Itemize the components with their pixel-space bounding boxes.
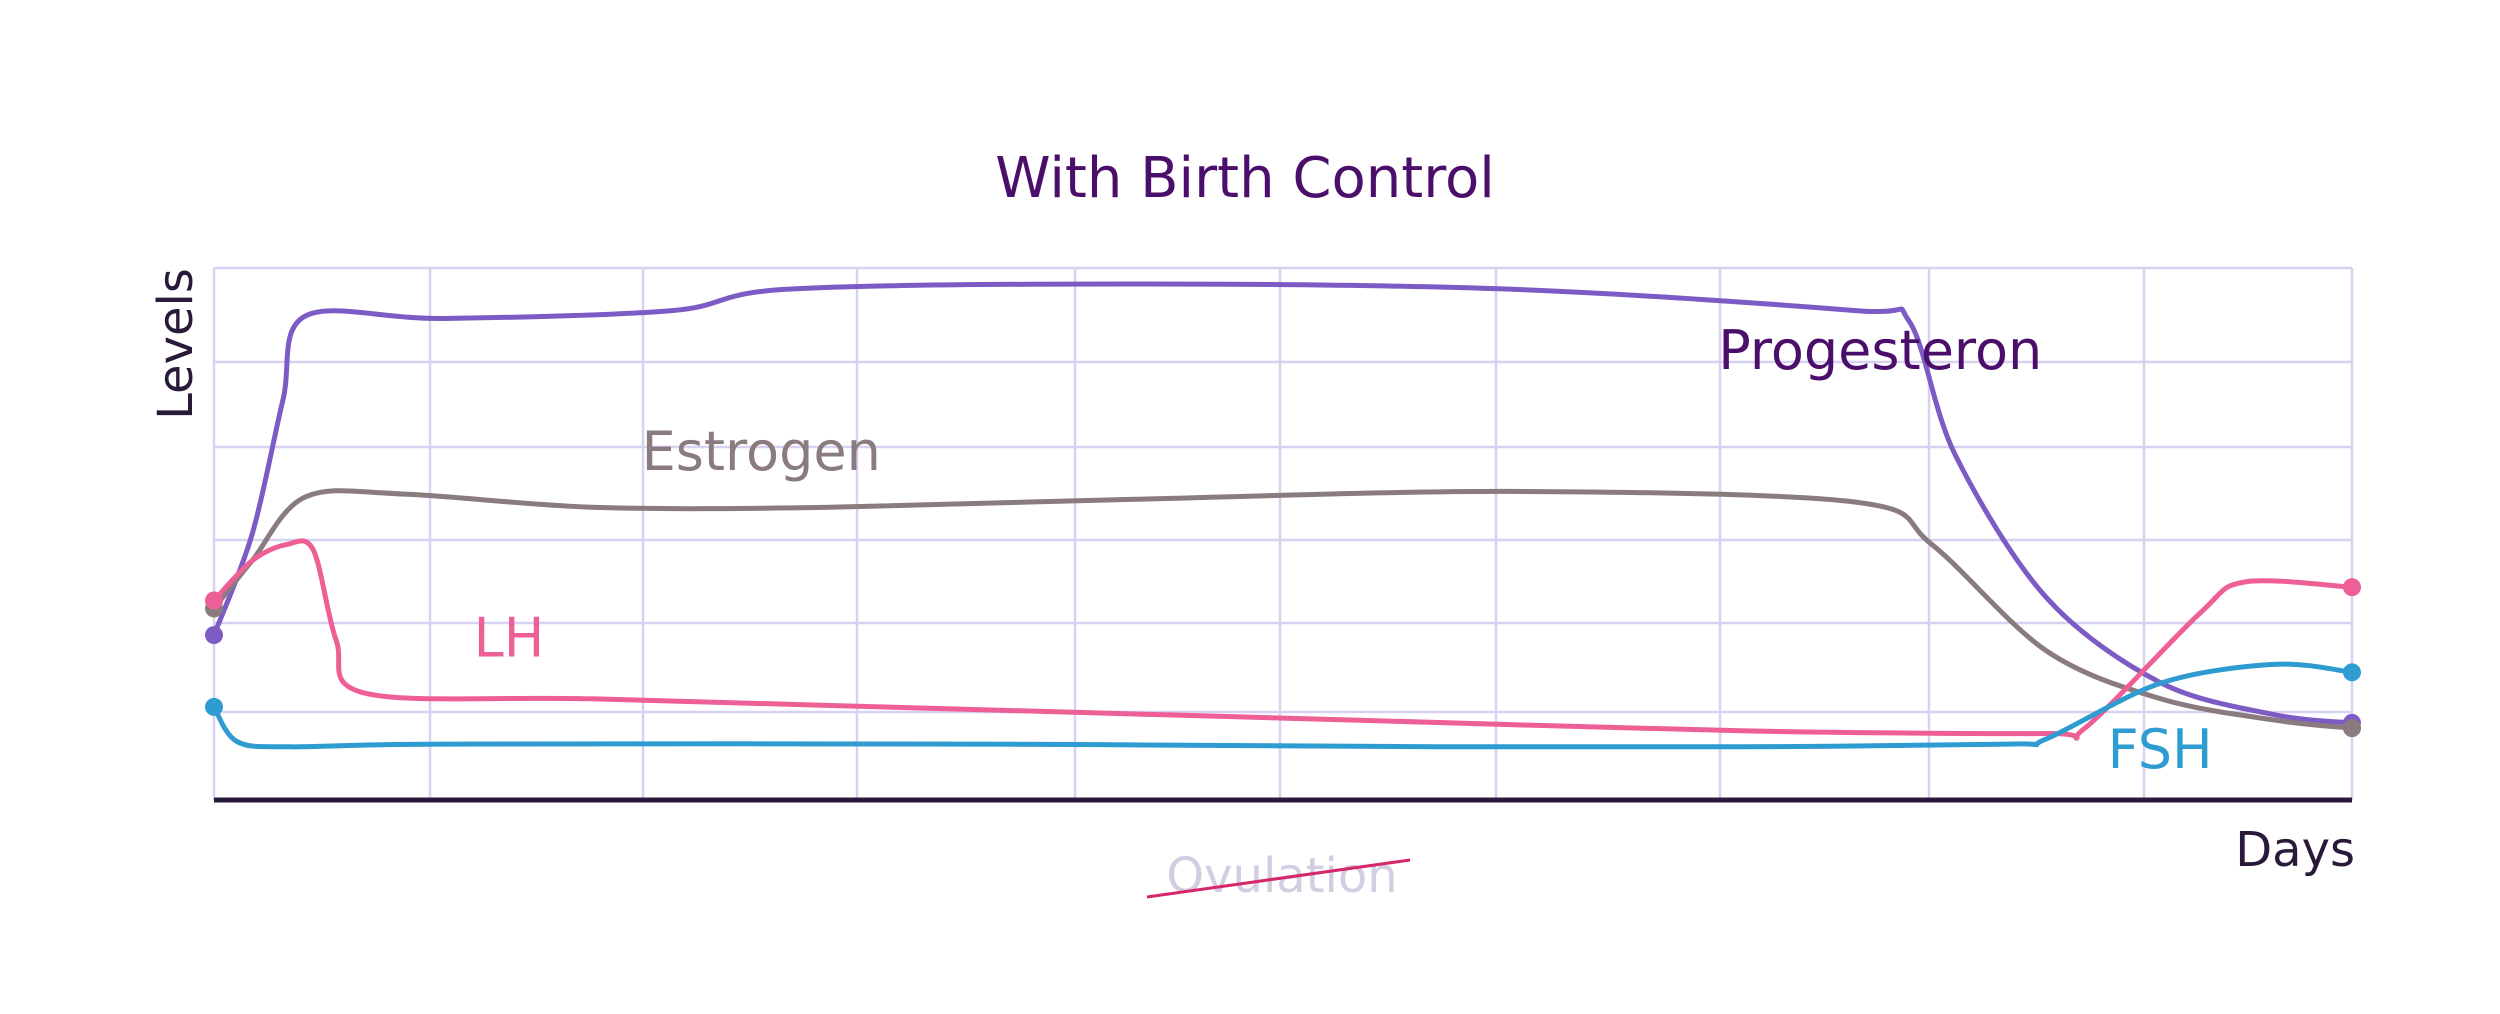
grid xyxy=(212,266,2354,800)
series-lines xyxy=(211,281,2355,750)
ovulation-strikethrough xyxy=(1146,858,1411,899)
series-point-start-fsh xyxy=(205,697,223,716)
series-line-progesteron xyxy=(211,281,2355,726)
chart-title: With Birth Control xyxy=(995,146,1495,211)
ovulation-annotation: Ovulation xyxy=(1146,848,1411,904)
x-axis-label: Days xyxy=(2235,822,2355,878)
series-line-estrogen xyxy=(211,488,2355,731)
y-axis-label: Levels xyxy=(148,268,204,420)
series-point-end-estrogen xyxy=(2343,719,2361,738)
series-point-end-fsh xyxy=(2343,663,2361,682)
series-point-end-lh xyxy=(2343,578,2361,597)
series-line-fsh xyxy=(211,661,2355,750)
series-endpoints xyxy=(205,578,2361,738)
series-point-start-progesteron xyxy=(205,626,223,645)
ovulation-label: Ovulation xyxy=(1166,848,1397,904)
series-label-fsh: FSH xyxy=(2108,718,2213,781)
series-point-start-lh xyxy=(205,591,223,610)
series-label-progesteron: Progesteron xyxy=(1718,319,2042,382)
series-label-estrogen: Estrogen xyxy=(642,420,881,483)
series-labels: Progesteron Estrogen LH FSH xyxy=(474,319,2213,781)
series-label-lh: LH xyxy=(474,606,545,669)
